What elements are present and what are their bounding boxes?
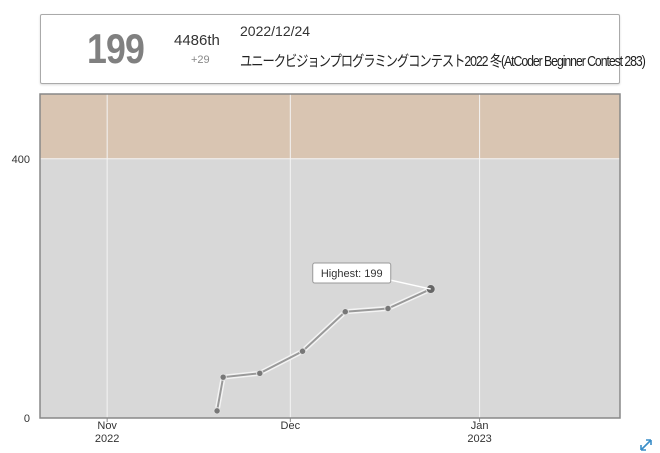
annotation-box [312, 262, 392, 284]
x-tick-label: Nov 2022 [94, 420, 120, 445]
rating-point [213, 407, 221, 415]
y-tick-label: 0 [24, 413, 30, 425]
rating: 199 [87, 25, 145, 72]
rating-point [341, 308, 349, 316]
rating-point [256, 369, 264, 377]
annotation: Highest: 199 [321, 268, 383, 280]
rating-point [384, 304, 392, 313]
rating-band [40, 94, 620, 159]
contest-name[interactable]: ユニークビジョンプログラミングコンテスト2022 冬(AtCoder Begin… [240, 53, 646, 70]
contest-card: 199 4486th +29 2022/12/24 ユニークビジョンプログラミン… [40, 14, 646, 84]
x-tick-label: Jan 2023 [467, 420, 492, 445]
rating-point [219, 373, 227, 381]
x-tick-label: Dec [280, 420, 301, 432]
rating-band [40, 158, 620, 419]
expand-icon[interactable] [640, 439, 652, 451]
rating-point [298, 347, 307, 355]
annotation-pointer [385, 278, 431, 290]
plot-border [39, 93, 621, 419]
contest-date: 2022/12/24 [240, 23, 311, 39]
rating-diff: +29 [191, 54, 210, 66]
y-tick-label: 400 [12, 154, 30, 166]
rank: 4486th [174, 32, 220, 49]
